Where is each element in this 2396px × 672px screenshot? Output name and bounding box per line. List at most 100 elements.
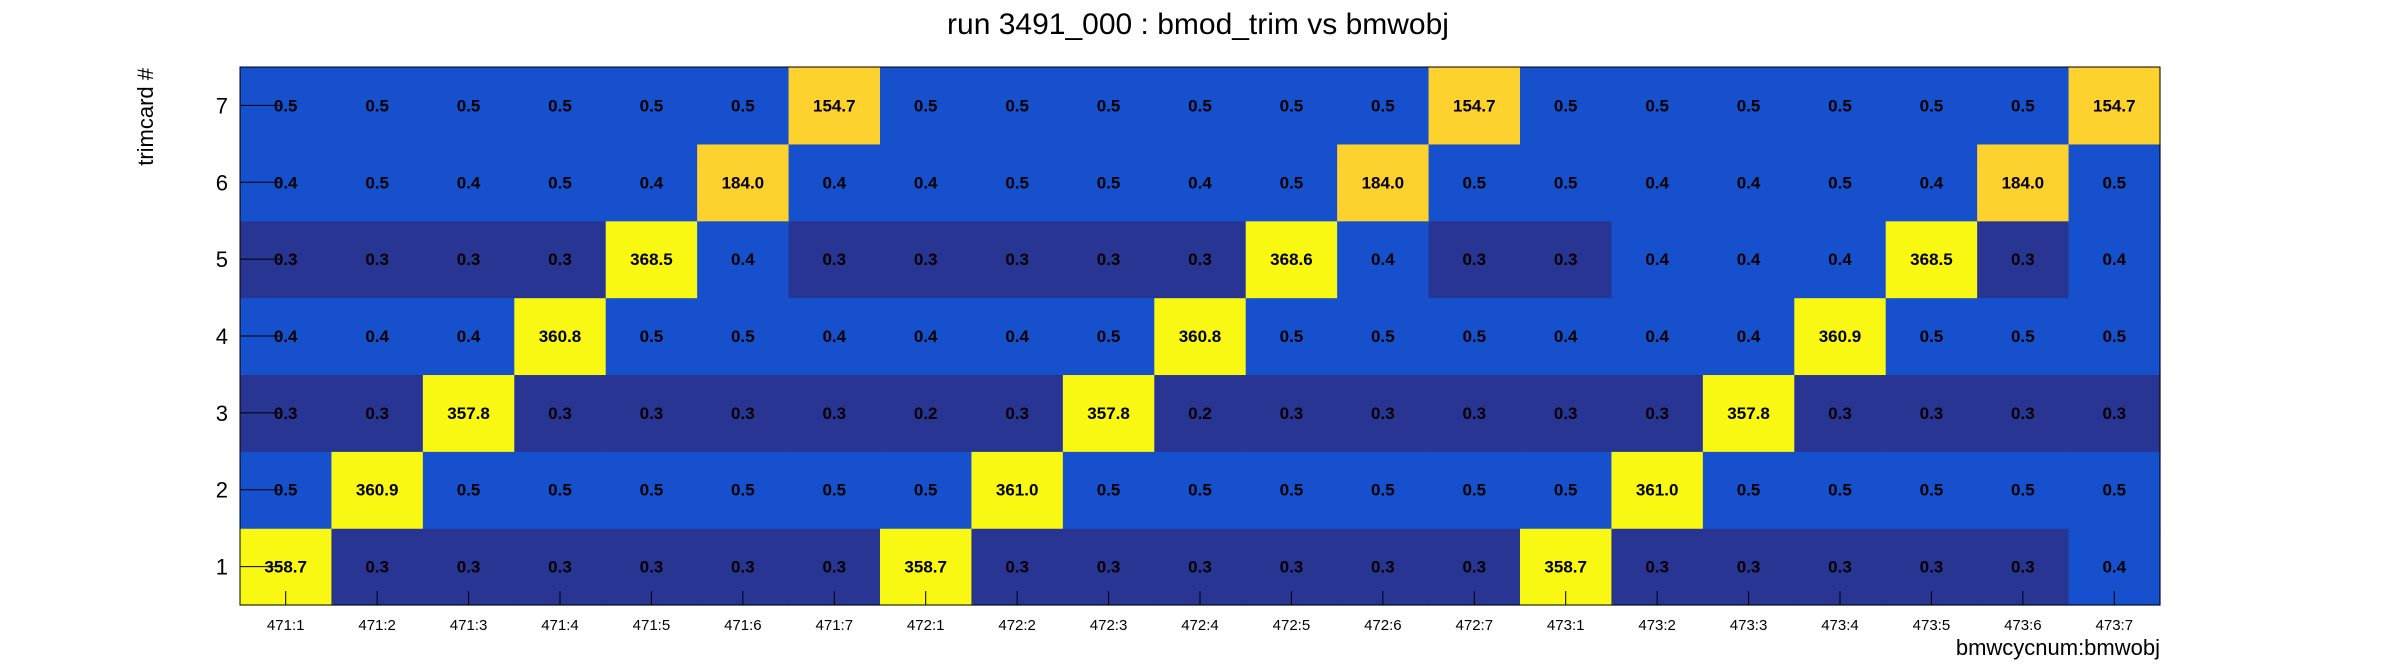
cell-value-label: 0.3 bbox=[1462, 558, 1486, 577]
x-tick-label: 471:5 bbox=[633, 617, 671, 634]
heatmap-cell bbox=[1337, 220, 1430, 299]
cell-value-label: 0.4 bbox=[457, 327, 481, 346]
cell-value-label: 0.4 bbox=[1645, 250, 1669, 269]
heatmap-cell bbox=[422, 451, 515, 529]
cell-value-label: 0.5 bbox=[1462, 481, 1486, 500]
x-tick-label: 472:7 bbox=[1456, 617, 1494, 634]
cell-value-label: 0.3 bbox=[1462, 404, 1486, 423]
cell-value-label: 0.5 bbox=[274, 96, 298, 115]
heatmap-cell bbox=[1428, 297, 1521, 376]
cell-value-label: 0.3 bbox=[548, 404, 572, 423]
heatmap-cell bbox=[331, 297, 424, 376]
heatmap-cell bbox=[1245, 297, 1338, 376]
cell-value-label: 358.7 bbox=[264, 558, 307, 577]
cell-value-label: 0.4 bbox=[640, 173, 664, 192]
cell-value-label: 0.5 bbox=[1005, 96, 1029, 115]
cell-value-label: 0.5 bbox=[457, 96, 481, 115]
heatmap-cell bbox=[697, 143, 790, 222]
heatmap-cell bbox=[1520, 143, 1613, 222]
cell-value-label: 357.8 bbox=[1087, 404, 1130, 423]
cell-value-label: 0.3 bbox=[731, 404, 755, 423]
cell-value-label: 0.5 bbox=[2102, 327, 2126, 346]
heatmap-cell bbox=[514, 451, 607, 529]
heatmap-cell bbox=[1794, 67, 1887, 145]
cell-value-label: 0.4 bbox=[1005, 327, 1029, 346]
heatmap-cell bbox=[422, 67, 515, 145]
cell-value-label: 0.3 bbox=[1280, 404, 1304, 423]
cell-value-label: 0.3 bbox=[365, 250, 389, 269]
cell-value-label: 0.3 bbox=[2102, 404, 2126, 423]
heatmap-cell bbox=[331, 220, 424, 299]
cell-value-label: 184.0 bbox=[2002, 173, 2045, 192]
heatmap-cell bbox=[331, 451, 424, 529]
heatmap-cell bbox=[1520, 451, 1613, 529]
cell-value-label: 0.3 bbox=[2011, 404, 2035, 423]
heatmap-cell bbox=[1062, 67, 1155, 145]
cell-value-label: 0.5 bbox=[640, 96, 664, 115]
heatmap-cell bbox=[1154, 297, 1247, 376]
chart-title: run 3491_000 : bmod_trim vs bmwobj bbox=[947, 8, 1449, 41]
cell-value-label: 0.4 bbox=[365, 327, 389, 346]
cell-value-label: 0.3 bbox=[1188, 558, 1212, 577]
cell-value-label: 0.5 bbox=[1462, 327, 1486, 346]
y-tick-label: 1 bbox=[216, 555, 228, 580]
x-tick-label: 472:1 bbox=[907, 617, 945, 634]
cell-value-label: 0.3 bbox=[1462, 250, 1486, 269]
heatmap-cell bbox=[1702, 374, 1795, 452]
cell-value-label: 358.7 bbox=[1544, 558, 1587, 577]
cell-value-label: 357.8 bbox=[1727, 404, 1770, 423]
cell-value-label: 0.3 bbox=[1920, 558, 1944, 577]
cell-value-label: 0.3 bbox=[1554, 404, 1578, 423]
x-tick-label: 473:4 bbox=[1821, 617, 1859, 634]
cell-value-label: 0.5 bbox=[1554, 173, 1578, 192]
heatmap-cell bbox=[331, 67, 424, 145]
heatmap-cell bbox=[1885, 220, 1978, 299]
cell-value-label: 0.5 bbox=[1462, 173, 1486, 192]
heatmap-cell bbox=[1520, 297, 1613, 376]
cell-value-label: 0.5 bbox=[2102, 481, 2126, 500]
heatmap-cell bbox=[1977, 374, 2070, 452]
heatmap-cell bbox=[1977, 297, 2070, 376]
heatmap-cell bbox=[605, 67, 698, 145]
heatmap-cell bbox=[1885, 451, 1978, 529]
heatmap-cell bbox=[1245, 374, 1338, 452]
heatmap-cell bbox=[1428, 67, 1521, 145]
cell-value-label: 0.5 bbox=[274, 481, 298, 500]
cell-value-label: 368.5 bbox=[1910, 250, 1953, 269]
cell-value-label: 0.3 bbox=[457, 250, 481, 269]
cell-value-label: 0.5 bbox=[1920, 96, 1944, 115]
heatmap-cell bbox=[1794, 220, 1887, 299]
cell-value-label: 184.0 bbox=[1362, 173, 1405, 192]
cell-value-label: 0.5 bbox=[822, 481, 846, 500]
x-tick-label: 473:3 bbox=[1730, 617, 1768, 634]
cell-value-label: 0.4 bbox=[1920, 173, 1944, 192]
cell-value-label: 0.5 bbox=[548, 96, 572, 115]
cell-value-label: 0.4 bbox=[822, 173, 846, 192]
cell-value-label: 0.5 bbox=[365, 96, 389, 115]
cell-value-label: 0.4 bbox=[2102, 250, 2126, 269]
cell-value-label: 0.3 bbox=[274, 250, 298, 269]
heatmap-cell bbox=[1245, 451, 1338, 529]
cell-value-label: 0.4 bbox=[457, 173, 481, 192]
heatmap-cell bbox=[1245, 220, 1338, 299]
heatmap-cell-labels: 358.7 0.3 0.3 0.3 0.3 0.3 0.3 358.7 0.3 0.3 0.3 0.3… bbox=[264, 96, 2135, 576]
heatmap-cell bbox=[1611, 67, 1704, 145]
cell-value-label: 0.3 bbox=[1097, 558, 1121, 577]
heatmap-cell bbox=[1977, 143, 2070, 222]
cell-value-label: 0.3 bbox=[640, 558, 664, 577]
cell-value-label: 0.4 bbox=[1645, 327, 1669, 346]
cell-value-label: 0.2 bbox=[1188, 404, 1212, 423]
y-tick-label: 2 bbox=[216, 478, 228, 503]
cell-value-label: 0.4 bbox=[274, 327, 298, 346]
cell-value-label: 0.4 bbox=[1737, 173, 1761, 192]
cell-value-label: 0.3 bbox=[822, 250, 846, 269]
heatmap-cell bbox=[514, 220, 607, 299]
heatmap-cell bbox=[697, 297, 790, 376]
heatmap-cell bbox=[2068, 374, 2161, 452]
heatmap-cell bbox=[514, 67, 607, 145]
cell-value-label: 0.5 bbox=[1371, 481, 1395, 500]
cell-value-label: 0.4 bbox=[1188, 173, 1212, 192]
cell-value-label: 184.0 bbox=[722, 173, 765, 192]
heatmap-cell bbox=[514, 297, 607, 376]
cell-value-label: 0.5 bbox=[640, 481, 664, 500]
